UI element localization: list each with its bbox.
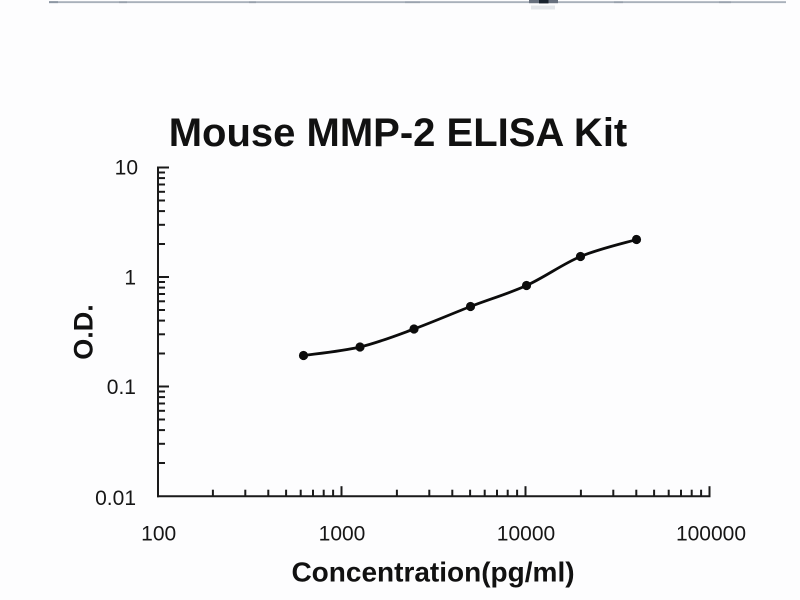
svg-text:1: 1 <box>124 267 136 290</box>
svg-text:O.D.: O.D. <box>69 304 99 360</box>
svg-text:100000: 100000 <box>676 523 746 546</box>
svg-text:100: 100 <box>141 523 176 546</box>
svg-text:10000: 10000 <box>497 523 555 546</box>
svg-text:0.1: 0.1 <box>107 376 136 399</box>
svg-text:Concentration(pg/ml): Concentration(pg/ml) <box>291 557 574 588</box>
svg-text:0.01: 0.01 <box>95 487 136 510</box>
svg-text:1000: 1000 <box>319 523 366 546</box>
svg-text:Mouse MMP-2 ELISA Kit: Mouse MMP-2 ELISA Kit <box>169 111 628 155</box>
svg-text:10: 10 <box>115 157 138 180</box>
